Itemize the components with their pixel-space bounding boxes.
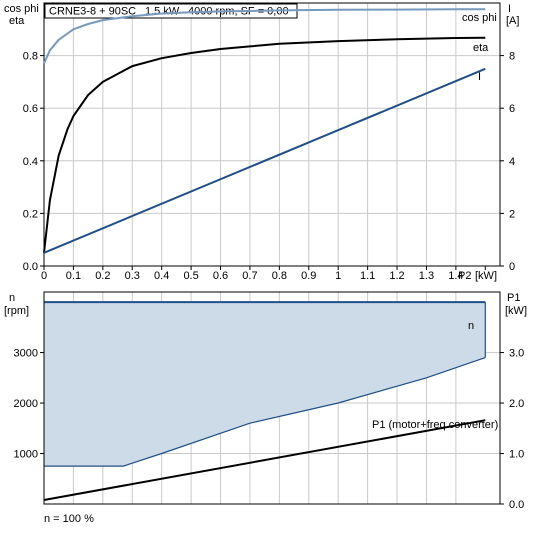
top-yr-tick-label: 6 [509, 103, 515, 115]
top-x-tick-label: 0.1 [66, 270, 81, 282]
bottom-ticks: 1000 2000 3000 0.0 1.0 2.0 3.0 [14, 348, 525, 511]
bottom-plot-frame [43, 291, 501, 505]
bottom-ylabel-right-2: [kW] [505, 305, 527, 317]
top-x-tick-label: 0.4 [154, 270, 169, 282]
top-x-tick-label: 1.2 [389, 270, 404, 282]
top-x-tick-label: 0.6 [213, 270, 228, 282]
top-x-tick-label: 1.3 [419, 270, 434, 282]
top-yr-tick-label: 4 [509, 156, 515, 168]
bottom-yr-tick-label: 2.0 [509, 398, 524, 410]
speed-range-area [44, 302, 486, 467]
top-x-tick-label: 1 [335, 270, 341, 282]
top-x-tick-label: 0.5 [183, 270, 198, 282]
top-yr-tick-label: 8 [509, 51, 515, 63]
cosphi-line [43, 8, 486, 64]
top-xlabel-name: P2 [458, 270, 471, 282]
current-label: I [478, 71, 481, 83]
bottom-ylabel-left-1: n [9, 292, 15, 304]
top-ylabel-right-1: I [508, 3, 511, 15]
top-yl-tick-label: 0.0 [23, 261, 38, 273]
top-grid [44, 2, 500, 266]
top-ylabel-left-1: cos phi [4, 3, 39, 15]
current-line [43, 67, 486, 254]
top-plot-frame [43, 2, 501, 267]
top-yr-tick-label: 0 [509, 261, 515, 273]
top-yl-tick-label: 0.6 [23, 103, 38, 115]
bottom-ylabel-right-1: P1 [507, 292, 520, 304]
header-power: 1.5 kW [145, 6, 180, 18]
top-xlabel-unit: [kW] [475, 270, 497, 282]
top-ticks: 0 0.1 0.2 0.3 0.4 0.5 0.6 0.7 0.8 0.9 1 1.1 1.2 1.3 1.… [23, 51, 515, 282]
top-ylabel-left-2: eta [9, 15, 25, 27]
bottom-yl-tick-label: 3000 [14, 348, 38, 360]
top-yl-tick-label: 0.2 [23, 208, 38, 220]
top-x-tick-label: 1.4 [448, 270, 463, 282]
bottom-yl-tick-label: 1000 [14, 449, 38, 461]
bottom-yr-tick-label: 3.0 [509, 348, 524, 360]
top-x-tick-label: 1.1 [360, 270, 375, 282]
bottom-yr-tick-label: 1.0 [509, 449, 524, 461]
cosphi-label: cos phi [462, 12, 497, 24]
top-x-tick-label: 0.3 [125, 270, 140, 282]
top-ylabel-right-2: [A] [506, 15, 519, 27]
top-series [43, 8, 486, 254]
top-x-tick-label: 0.9 [301, 270, 316, 282]
top-x-tick-label: 0 [41, 270, 47, 282]
p1-label: P1 (motor+freq.converter) [372, 419, 498, 431]
speed-min-line [44, 357, 486, 467]
bottom-yl-tick-label: 2000 [14, 398, 38, 410]
top-yl-tick-label: 0.8 [23, 51, 38, 63]
bottom-series [43, 301, 486, 501]
top-x-tick-label: 0.8 [272, 270, 287, 282]
p1-line [43, 419, 486, 501]
header-model: CRNE3-8 + 90SC [49, 6, 136, 18]
bottom-ylabel-left-2: [rpm] [4, 305, 29, 317]
eta-label: eta [473, 42, 489, 54]
speed-label: n [468, 320, 474, 332]
bottom-yr-tick-label: 0.0 [509, 499, 524, 511]
top-yl-tick-label: 0.4 [23, 156, 38, 168]
top-x-tick-label: 0.7 [242, 270, 257, 282]
speed-note: n = 100 % [44, 513, 94, 525]
top-yr-tick-label: 2 [509, 208, 515, 220]
top-x-tick-label: 0.2 [95, 270, 110, 282]
eta-line [43, 36, 486, 253]
